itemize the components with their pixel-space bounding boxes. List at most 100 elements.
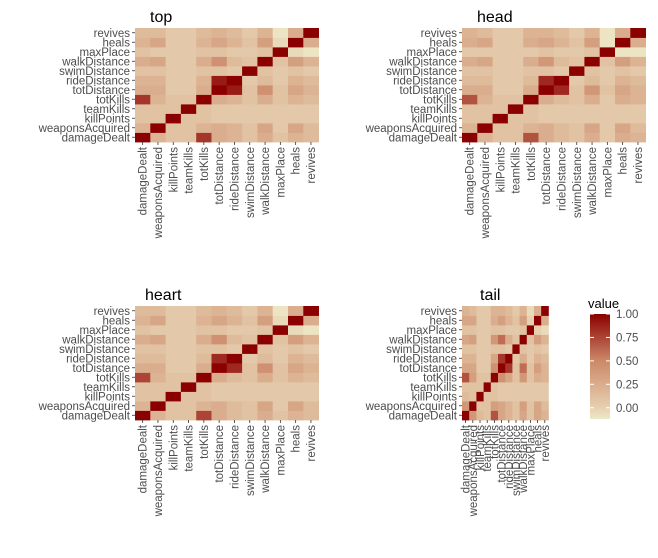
heatmap-cell: [303, 132, 319, 143]
heatmap-cell: [242, 28, 258, 38]
heatmap-cell: [523, 56, 539, 67]
x-tick-label: weaponsAcquired: [480, 147, 492, 239]
heatmap-cell: [303, 410, 319, 421]
heatmap-cell: [257, 94, 274, 105]
y-tick-label: swimDistance: [59, 66, 130, 78]
heatmap-cell: [211, 28, 228, 38]
heatmap-cell: [630, 113, 646, 124]
y-tick-label: weaponsAcquired: [365, 401, 457, 413]
heatmap-cell: [303, 123, 319, 133]
heatmap-cell: [272, 353, 289, 364]
heatmap-cell: [226, 56, 243, 67]
heatmap-cell: [492, 113, 509, 124]
x-tick-label: weaponsAcquired: [153, 147, 165, 239]
heatmap-cell: [196, 47, 212, 57]
heatmap-cell: [553, 47, 570, 57]
heatmap-cell: [180, 334, 197, 345]
heatmap-cell: [505, 325, 513, 335]
heatmap-cell: [135, 306, 151, 316]
x-tick-label: damageDealt: [461, 424, 473, 493]
heatmap-cell: [519, 410, 528, 421]
y-tick-label: rideDistance: [393, 75, 457, 87]
heatmap-cell: [507, 123, 524, 133]
heatmap-cell: [507, 66, 524, 76]
heatmap-cell: [226, 391, 243, 402]
heatmap-cell: [490, 410, 499, 421]
heatmap-cell: [272, 56, 289, 67]
heatmap-cell: [303, 382, 319, 392]
y-tick-label: totDistance: [72, 363, 130, 375]
heatmap-cell: [150, 104, 166, 114]
heatmap-cell: [180, 344, 197, 354]
heatmap-cell: [476, 363, 484, 373]
heatmap-cell: [569, 56, 585, 67]
heatmap-cell: [135, 47, 151, 57]
heatmap-cell: [165, 401, 182, 411]
heatmap-cell: [150, 306, 166, 316]
heatmap-cell: [490, 315, 499, 326]
heatmap-cell: [538, 85, 555, 95]
heatmap-cell: [490, 401, 499, 411]
heatmap-cell: [180, 391, 197, 402]
heatmap-cell: [462, 37, 478, 48]
heatmap-cell: [180, 353, 197, 364]
heatmap-cell: [615, 66, 631, 76]
heatmap-cell: [272, 344, 289, 354]
heatmap-cell: [476, 306, 484, 316]
heatmap-cell: [135, 113, 151, 124]
heatmap-cell: [272, 85, 289, 95]
heatmap-cell: [257, 382, 274, 392]
heatmap-cell: [135, 66, 151, 76]
heatmap-cell: [135, 56, 151, 67]
heatmap-cell: [211, 382, 228, 392]
heatmap-cell: [477, 75, 493, 86]
heatmap-cell: [483, 315, 492, 326]
heatmap-cell: [569, 104, 585, 114]
heatmap-cell: [150, 391, 166, 402]
x-tick-label: rideDistance: [504, 425, 516, 489]
x-tick-label: killPoints: [168, 147, 180, 193]
heatmap-cell: [469, 334, 477, 345]
heatmap-cell: [505, 334, 513, 345]
heatmap-cell: [569, 132, 585, 143]
y-tick-label: killPoints: [85, 391, 131, 403]
legend-tick-label: 0.75: [616, 332, 638, 344]
heatmap-cell: [226, 334, 243, 345]
heatmap-cell: [523, 66, 539, 76]
heatmap-cell: [135, 85, 151, 95]
x-tick-label: damageDealt: [138, 146, 150, 215]
y-tick-label: teamKills: [83, 104, 130, 116]
heatmap-cell: [553, 37, 570, 48]
heatmap-cell: [165, 28, 182, 38]
x-tick-label: swimDistance: [572, 147, 584, 218]
heatmap-cell: [226, 132, 243, 143]
heatmap-cell: [553, 104, 570, 114]
heatmap-cell: [211, 410, 228, 421]
heatmap-cell: [477, 94, 493, 105]
heatmap-cell: [523, 104, 539, 114]
heatmap-cell: [165, 344, 182, 354]
heatmap-cell: [150, 28, 166, 38]
heatmap-cell: [615, 132, 631, 143]
x-tick-label: revives: [306, 147, 318, 184]
heatmap-cell: [242, 344, 258, 354]
heatmap-cell: [257, 66, 274, 76]
heatmap-cell: [272, 28, 289, 38]
heatmap-cell: [150, 85, 166, 95]
x-tick-label: walkDistance: [260, 425, 272, 494]
heatmap-cell: [257, 306, 274, 316]
heatmap-cell: [462, 353, 470, 364]
heatmap-cell: [584, 123, 601, 133]
heatmap-cell: [135, 104, 151, 114]
heatmap-cell: [211, 75, 228, 86]
heatmap-cell: [553, 75, 570, 86]
heatmap-cell: [490, 325, 499, 335]
heatmap-cell: [538, 132, 555, 143]
heatmap-cell: [553, 132, 570, 143]
heatmap-cell: [483, 401, 492, 411]
heatmap-cell: [569, 37, 585, 48]
x-tick-label: heals: [291, 425, 303, 453]
heatmap-cell: [242, 325, 258, 335]
heatmap-cell: [630, 132, 646, 143]
x-tick-label: totDistance: [541, 147, 553, 205]
